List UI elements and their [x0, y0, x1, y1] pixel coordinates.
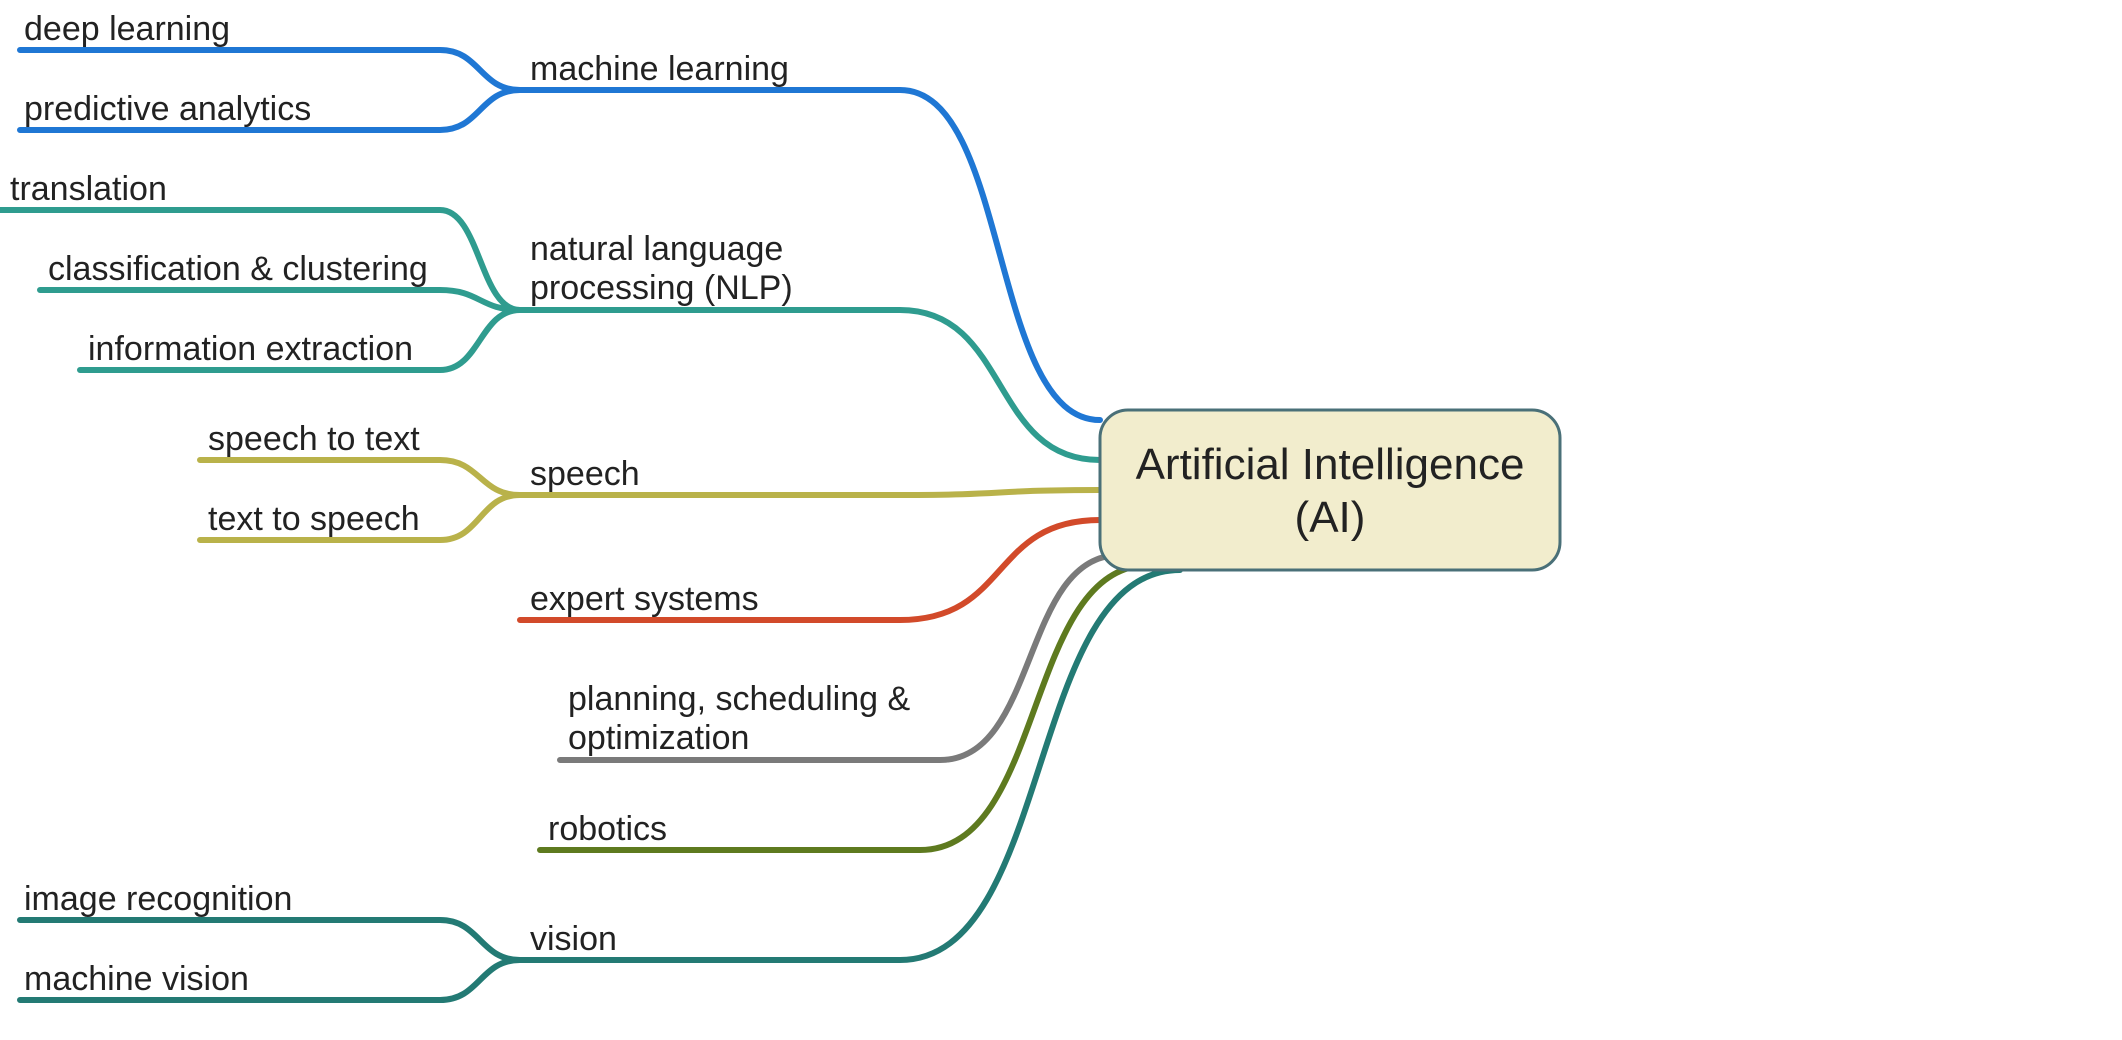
leaf-label-vision-0: image recognition: [24, 880, 292, 918]
branch-label-nlp-line0: natural language: [530, 230, 783, 268]
mindmap-diagram: deep learning predictive analytics machine…: [0, 0, 2122, 1040]
leaf-label-ml-0: deep learning: [24, 10, 230, 48]
root-label-line1: Artificial Intelligence: [1136, 440, 1525, 489]
branch-label-nlp-line1: processing (NLP): [530, 269, 793, 307]
branch-label-robotics: robotics: [548, 810, 667, 848]
leaf-label-vision-1: machine vision: [24, 960, 249, 998]
branch-label-ml: machine learning: [530, 50, 789, 88]
branch-label-expert: expert systems: [530, 580, 759, 618]
branch-label-speech: speech: [530, 455, 640, 493]
root-label-line2: (AI): [1295, 493, 1366, 542]
branch-label-nlp: natural languageprocessing (NLP): [530, 230, 793, 307]
leaf-label-nlp-0: translation: [10, 170, 167, 208]
branch-label-planning-line0: planning, scheduling &: [568, 680, 910, 718]
root-box: [1100, 410, 1560, 570]
leaf-label-speech-0: speech to text: [208, 420, 420, 458]
leaf-label-ml-1: predictive analytics: [24, 90, 311, 128]
leaf-label-nlp-2: information extraction: [88, 330, 413, 368]
leaf-label-nlp-1: classification & clustering: [48, 250, 428, 288]
branch-label-planning-line1: optimization: [568, 719, 749, 757]
leaf-label-speech-1: text to speech: [208, 500, 420, 538]
root-node: Artificial Intelligence(AI): [1100, 410, 1560, 570]
branch-label-vision: vision: [530, 920, 617, 958]
